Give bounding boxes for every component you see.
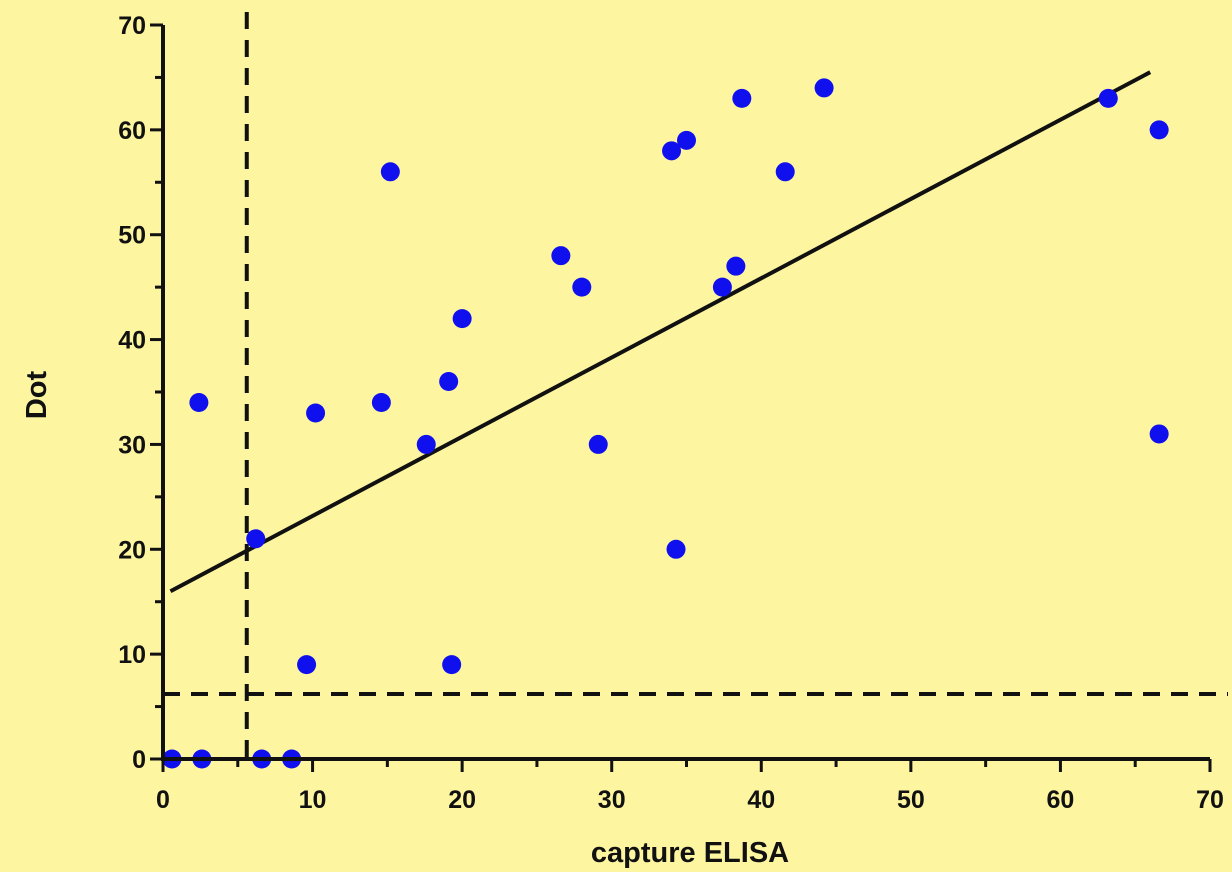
x-tick-label-20: 20	[448, 786, 476, 814]
data-point-20	[666, 539, 686, 559]
x-tick-label-30: 30	[598, 786, 626, 814]
data-point-14	[452, 309, 472, 329]
y-tick-label-10: 10	[118, 641, 146, 669]
x-tick-label-0: 0	[156, 786, 170, 814]
axes: 0 10 20 30 40 50 60 70 0 10 20 30 40 50 60 70	[118, 12, 1224, 814]
data-point-23	[732, 88, 752, 108]
y-tick-label-40: 40	[118, 327, 146, 355]
data-point-15	[551, 246, 571, 266]
data-point-12	[439, 372, 459, 392]
data-point-21	[712, 277, 732, 297]
regression-line	[169, 70, 1152, 593]
x-tick-label-40: 40	[747, 786, 775, 814]
data-point-8	[306, 403, 326, 423]
data-point-6	[246, 529, 266, 549]
data-point-26	[1098, 88, 1118, 108]
data-point-18	[662, 141, 682, 161]
x-tick-label-70: 70	[1196, 786, 1224, 814]
data-point-7	[297, 655, 317, 675]
y-tick-label-60: 60	[118, 117, 146, 145]
data-point-16	[572, 277, 592, 297]
data-point-5	[189, 392, 209, 412]
data-point-22	[726, 256, 746, 276]
plot-area	[162, 12, 1228, 769]
x-tick-label-60: 60	[1047, 786, 1075, 814]
y-tick-label-20: 20	[118, 536, 146, 564]
data-point-19	[677, 130, 696, 150]
data-point-28	[1149, 424, 1169, 444]
x-tick-label-50: 50	[897, 786, 925, 814]
x-axis-title: capture ELISA	[591, 837, 789, 869]
data-point-25	[814, 78, 834, 98]
y-tick-label-30: 30	[118, 431, 146, 459]
x-tick-label-10: 10	[299, 786, 327, 814]
data-point-11	[416, 434, 436, 454]
y-tick-label-0: 0	[132, 746, 146, 774]
data-point-17	[588, 434, 608, 454]
y-tick-label-70: 70	[118, 12, 146, 40]
y-axis-title: Dot	[21, 371, 53, 420]
data-point-10	[380, 162, 400, 182]
data-point-13	[442, 655, 462, 675]
y-tick-label-50: 50	[118, 222, 146, 250]
data-point-9	[371, 392, 391, 412]
data-point-27	[1149, 120, 1169, 140]
data-point-24	[775, 162, 795, 182]
